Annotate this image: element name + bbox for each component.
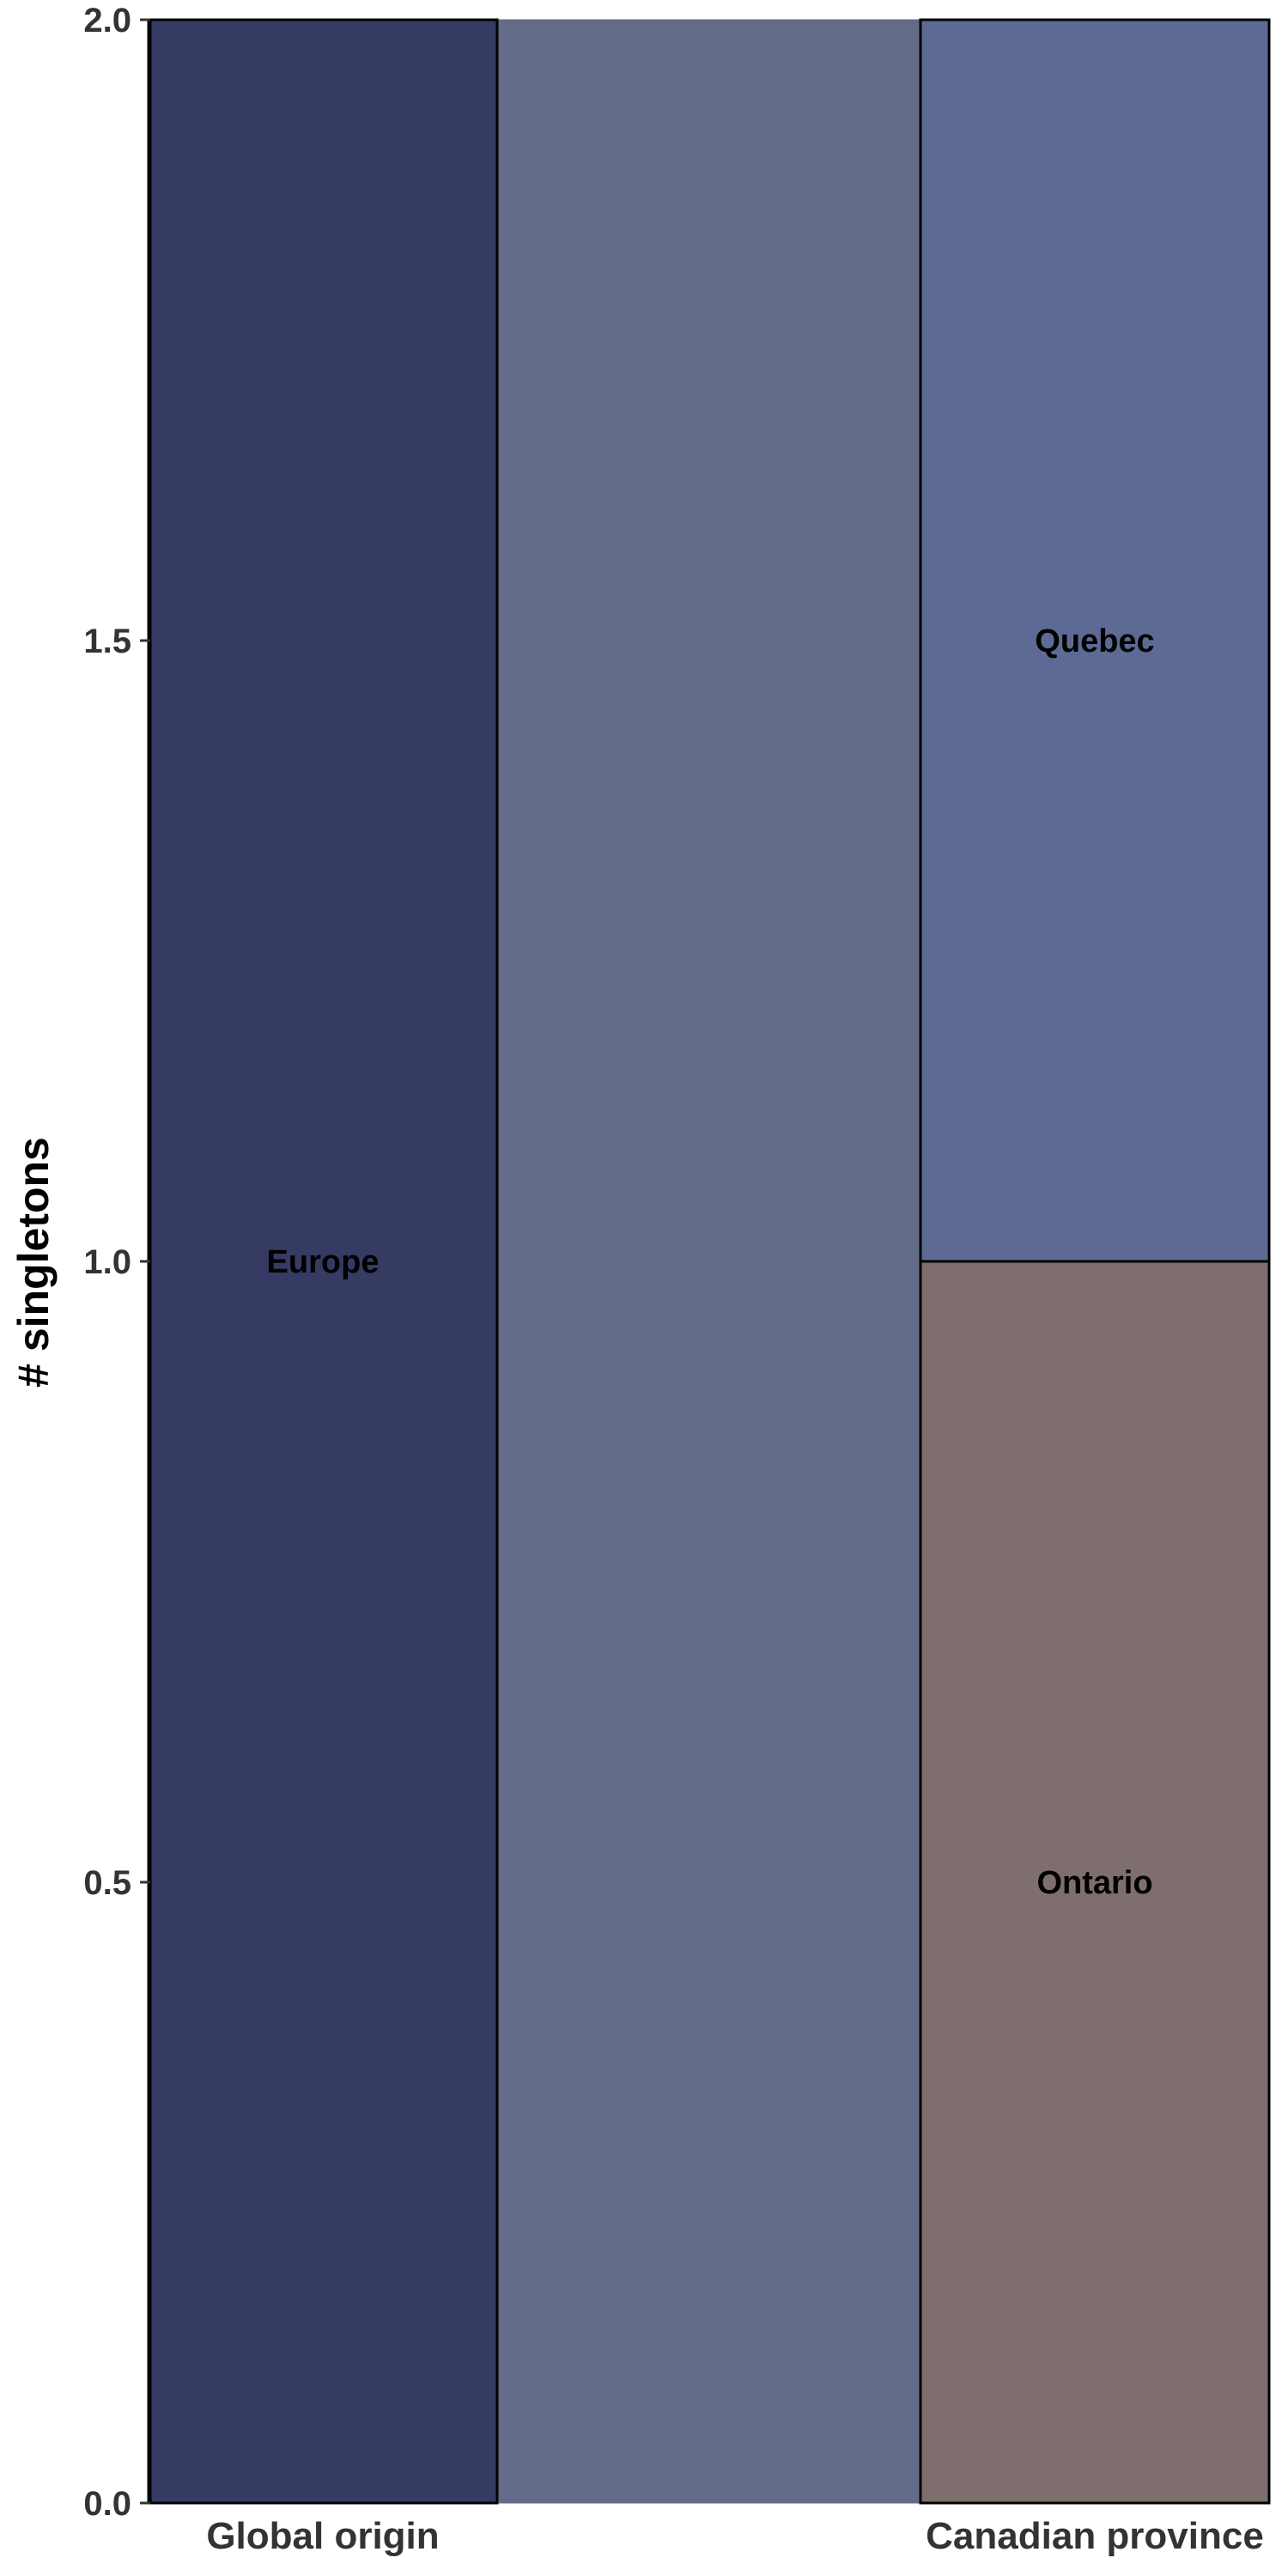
- y-tick-label: 1.5: [83, 623, 131, 660]
- y-tick-label: 1.0: [83, 1243, 131, 1281]
- stratum-label-ontario: Ontario: [1036, 1865, 1152, 1901]
- flows-layer: [496, 19, 921, 2504]
- y-tick-label: 0.5: [83, 1864, 131, 1902]
- flow-europe-to-ontario: [496, 1261, 921, 2504]
- stratum-label-europe: Europe: [267, 1244, 380, 1280]
- x-category-label-canadian-province: Canadian province: [926, 2515, 1264, 2557]
- stratum-label-quebec: Quebec: [1035, 623, 1154, 659]
- strata-layer: Europe Ontario Quebec: [147, 18, 1271, 2505]
- x-category-label-global-origin: Global origin: [206, 2515, 439, 2557]
- y-tick-label: 0.0: [83, 2485, 131, 2523]
- flow-europe-to-quebec: [496, 19, 921, 1262]
- y-axis-title: # singletons: [9, 1137, 58, 1388]
- stratum-europe: [147, 18, 499, 2505]
- y-axis: 0.0 0.5 1.0 1.5 2.0: [83, 2, 152, 2523]
- x-axis: Global origin Canadian province: [206, 2515, 1264, 2557]
- y-tick-label: 2.0: [83, 2, 131, 39]
- stratum-quebec: [919, 18, 1271, 1263]
